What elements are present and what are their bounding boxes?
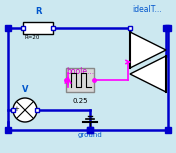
- Text: boole...: boole...: [66, 67, 94, 76]
- Text: R=20: R=20: [24, 35, 39, 40]
- Text: V: V: [22, 85, 28, 94]
- Circle shape: [13, 98, 37, 122]
- Bar: [66, 68, 94, 92]
- Text: idealT...: idealT...: [132, 5, 162, 14]
- Text: 0.25: 0.25: [72, 98, 88, 104]
- Polygon shape: [130, 56, 166, 92]
- Text: ground: ground: [78, 132, 102, 138]
- Bar: [23, 22, 53, 34]
- Polygon shape: [130, 32, 166, 68]
- Text: +: +: [13, 106, 19, 112]
- Text: R: R: [35, 7, 41, 16]
